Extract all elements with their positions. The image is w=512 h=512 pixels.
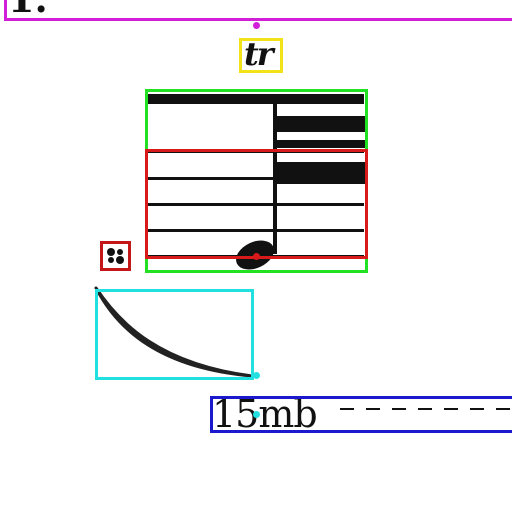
note-beam-3: [277, 162, 365, 184]
staff-top-bar: [148, 94, 364, 104]
staff-anchor-dot: [253, 253, 260, 260]
staff-bounding-box: [145, 149, 368, 259]
volta-label: 1.: [8, 0, 48, 18]
staff-line-4: [148, 229, 364, 232]
note-stem: [273, 104, 277, 254]
ottava-anchor-dot: [253, 411, 260, 418]
staff-line-2: [148, 177, 364, 180]
volta-anchor-dot: [253, 22, 260, 29]
note-beam-2: [277, 140, 365, 148]
ottava-dash-line: [340, 408, 512, 410]
staff-line-3: [148, 203, 364, 206]
trill-label: tr: [244, 35, 274, 73]
trill-bounding-box: [239, 38, 283, 73]
turn-ornament-icon: [107, 248, 124, 264]
ottava-bounding-box: [210, 396, 512, 433]
note-beam-1: [277, 116, 365, 132]
slur-bounding-box: [95, 289, 254, 380]
slur-anchor-dot: [253, 372, 260, 379]
volta-bounding-box: [4, 0, 512, 21]
ornament-bounding-box: [100, 241, 131, 271]
ottava-label: 15mb: [212, 392, 318, 436]
